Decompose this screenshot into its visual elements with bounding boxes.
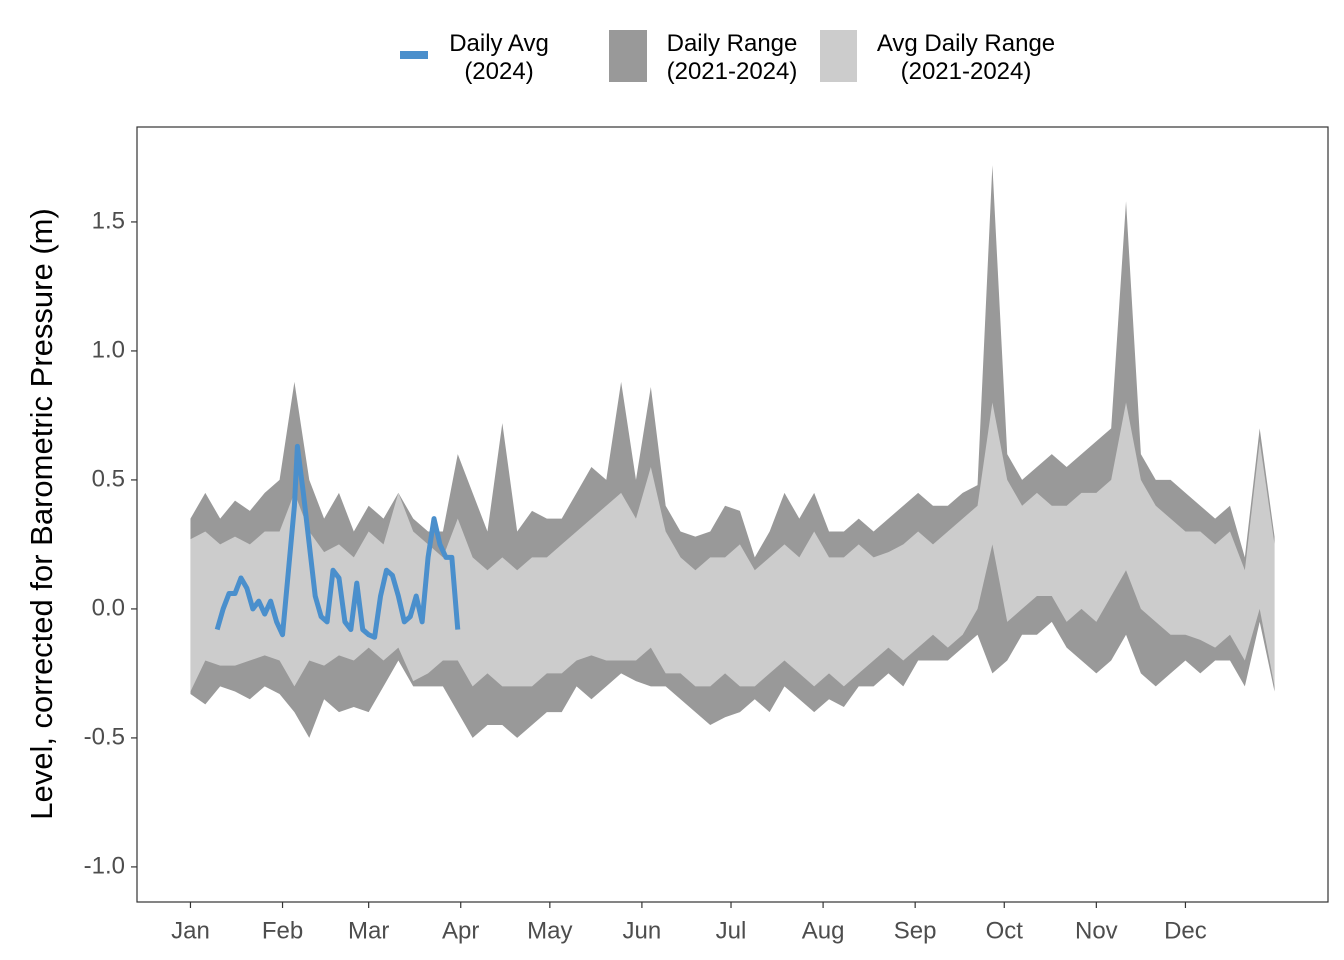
y-tick-label: -1.0 xyxy=(84,852,125,879)
x-tick-label: Dec xyxy=(1164,917,1207,944)
legend-swatch xyxy=(400,51,428,59)
x-tick-label: Sep xyxy=(894,917,937,944)
y-tick-label: 1.0 xyxy=(92,336,125,363)
legend-label: Avg Daily Range (2021-2024) xyxy=(876,30,1056,85)
y-axis-title: Level, corrected for Barometric Pressure… xyxy=(24,208,59,820)
avg-line xyxy=(214,443,461,640)
y-tick-label: 0.0 xyxy=(92,594,125,621)
x-tick-label: May xyxy=(527,917,572,944)
x-tick-label: Feb xyxy=(262,917,303,944)
x-tick-label: Jul xyxy=(716,917,747,944)
legend-swatch xyxy=(820,30,857,82)
legend-swatch xyxy=(609,30,647,82)
range-band xyxy=(190,402,1275,692)
legend-label: Daily Range (2021-2024) xyxy=(666,30,798,85)
plot-area xyxy=(190,165,1275,738)
y-tick-label: 1.5 xyxy=(92,207,125,234)
plot-border xyxy=(136,126,1329,903)
x-tick-label: Jun xyxy=(623,917,662,944)
x-tick-label: Jan xyxy=(171,917,210,944)
x-tick-label: Nov xyxy=(1075,917,1118,944)
x-tick-label: Apr xyxy=(442,917,479,944)
legend-label: Daily Avg (2024) xyxy=(449,30,549,85)
y-tick-label: 0.5 xyxy=(92,465,125,492)
y-tick-label: -0.5 xyxy=(84,723,125,750)
x-tick-label: Aug xyxy=(802,917,845,944)
x-tick-label: Oct xyxy=(986,917,1024,944)
x-tick-label: Mar xyxy=(348,917,389,944)
